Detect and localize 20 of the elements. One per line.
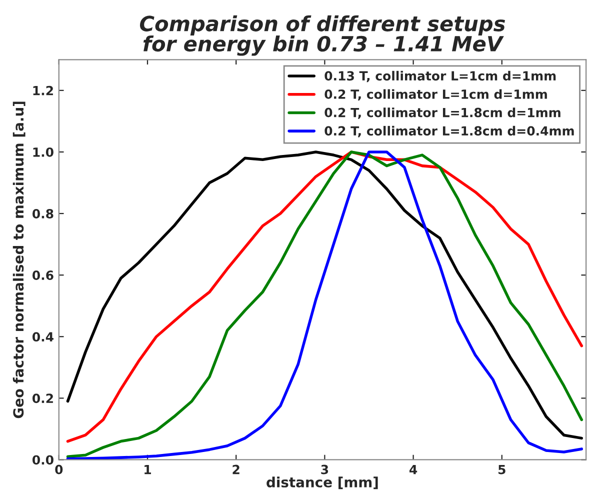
legend-label: 0.2 T, collimator L=1.8cm d=1mm [324,108,560,119]
x-tick-label: 0 [55,464,63,474]
y-tick-label: 1.2 [33,86,53,96]
legend-label: 0.2 T, collimator L=1.8cm d=0.4mm [324,126,574,138]
y-tick-label: 0.0 [32,455,54,465]
x-tick-label: 1 [144,464,151,474]
legend-label: 0.2 T, collimator L=1cm d=1mm [324,89,547,101]
x-tick-label: 5 [498,464,506,474]
legend-label: 0.13 T, collimator L=1cm d=1mm [324,70,556,82]
x-tick-label: 4 [410,464,418,474]
x-tick-label: 3 [321,464,328,474]
chart-title: Comparison of different setups for energy bin 0.73 – 1.41 MeV [140,15,506,56]
x-tick-label: 2 [232,464,240,474]
x-axis-title: distance [mm] [266,476,378,490]
y-axis-title: Geo factor normalised to maximum [a.u] [12,102,26,418]
y-tick-label: 0.8 [32,208,54,218]
y-tick-label: 0.2 [32,394,53,404]
y-tick-label: 0.4 [32,332,54,342]
y-tick-label: 1.0 [33,147,54,157]
y-tick-label: 0.6 [32,270,54,280]
